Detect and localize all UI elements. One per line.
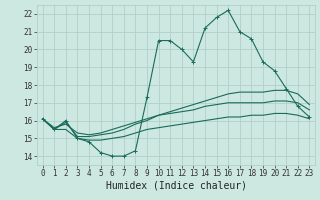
X-axis label: Humidex (Indice chaleur): Humidex (Indice chaleur): [106, 181, 246, 191]
